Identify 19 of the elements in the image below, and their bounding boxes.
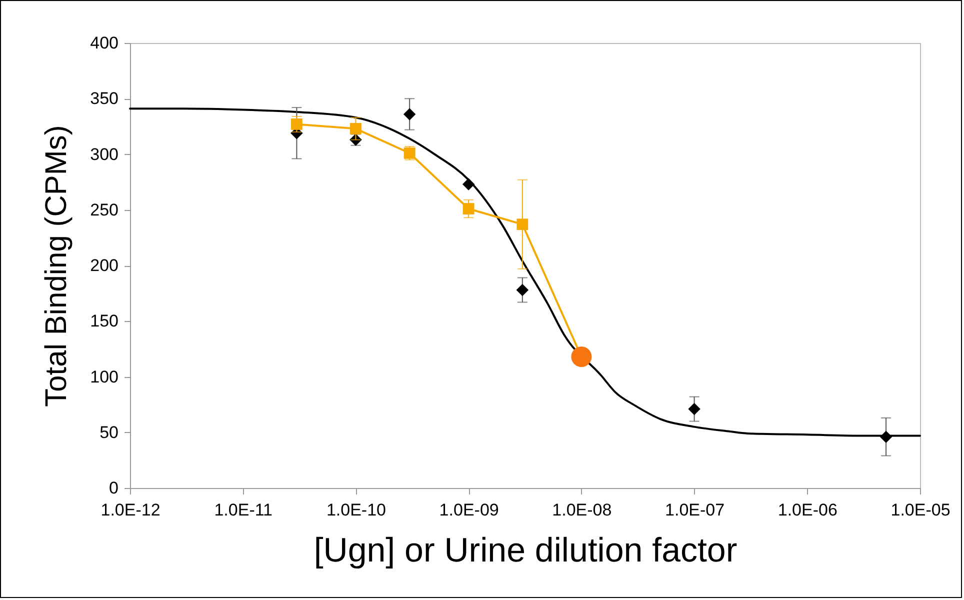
y-tick-label: 200 bbox=[90, 256, 118, 275]
y-tick-label: 50 bbox=[100, 422, 118, 442]
x-axis-title: [Ugn] or Urine dilution factor bbox=[314, 532, 738, 570]
x-tick-label: 1.0E-09 bbox=[439, 500, 499, 520]
y-tick-label: 250 bbox=[90, 200, 118, 220]
y-tick-label: 400 bbox=[90, 34, 118, 52]
x-tick-label: 1.0E-11 bbox=[214, 500, 272, 520]
y-axis-title: Total Binding (CPMs) bbox=[40, 125, 74, 407]
x-tick-label: 1.0E-07 bbox=[665, 500, 725, 520]
y-tick-label: 150 bbox=[90, 312, 118, 331]
x-tick-label: 1.0E-12 bbox=[100, 500, 160, 520]
y-tick-label: 0 bbox=[109, 478, 118, 498]
x-tick-label: 1.0E-08 bbox=[552, 500, 612, 520]
x-tick-label: 1.0E-06 bbox=[778, 500, 838, 520]
x-tick-label: 1.0E-10 bbox=[326, 500, 386, 520]
y-tick-label: 100 bbox=[90, 367, 118, 386]
x-tick-label: 1.0E-05 bbox=[890, 500, 950, 520]
y-tick-label: 300 bbox=[90, 144, 118, 164]
y-tick-label: 350 bbox=[90, 89, 118, 108]
